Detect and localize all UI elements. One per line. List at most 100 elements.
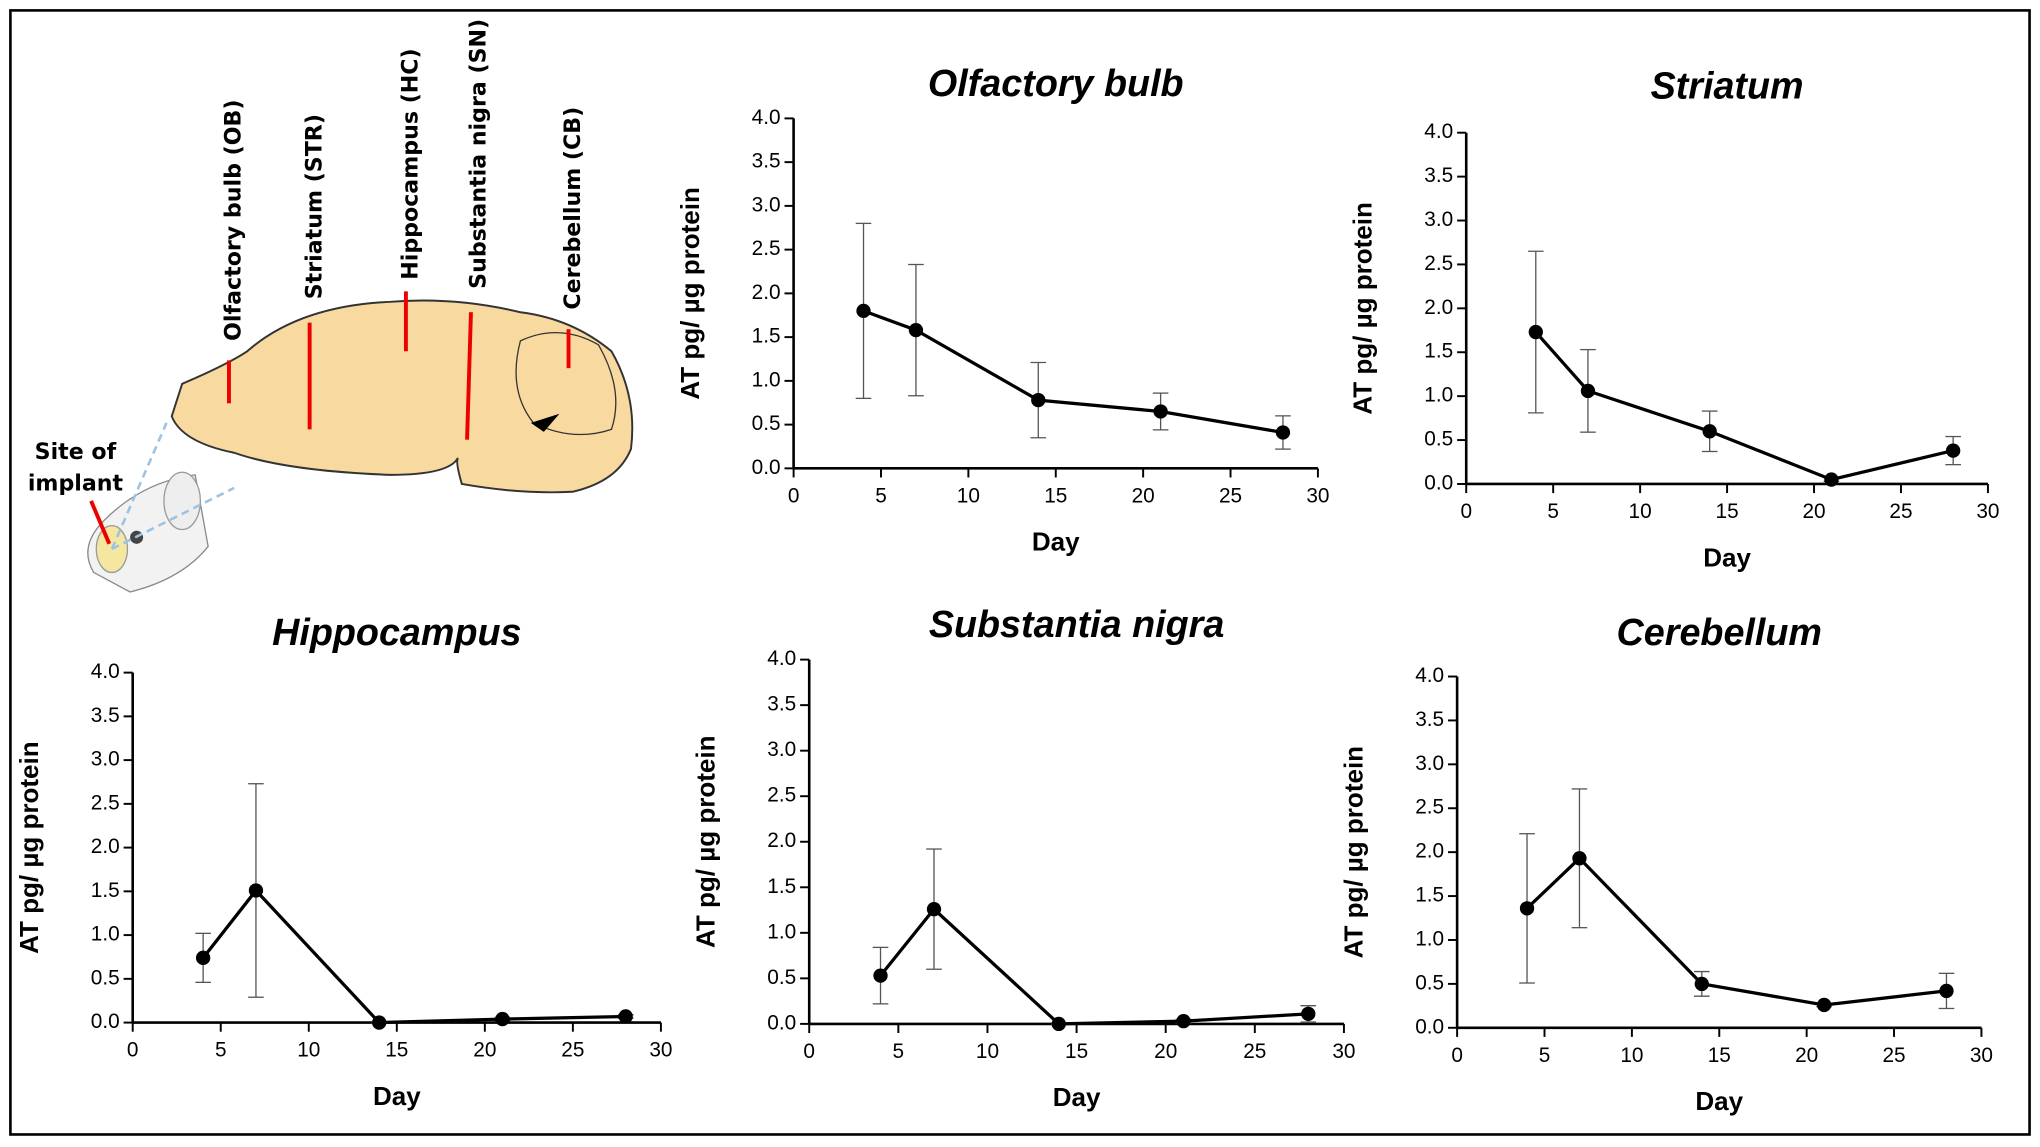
y-tick-label: 4.0 [767,647,796,670]
y-tick-label: 2.0 [752,281,781,304]
y-tick-label: 0.0 [767,1011,796,1034]
x-tick-label: 30 [1332,1040,1355,1063]
y-axis-label: AT pg/ µg protein [675,187,705,399]
data-point [1519,901,1535,916]
data-line [1534,330,1954,482]
data-point [372,1015,387,1030]
y-tick-label: 0.5 [1424,428,1453,451]
x-axis-label: Day [1053,1082,1101,1112]
brain-diagram [87,291,634,593]
y-tick-label: 2.5 [91,791,120,814]
chart-title: Substantia nigra [929,603,1225,645]
y-tick-label: 1.5 [752,325,781,348]
x-tick-label: 0 [1451,1044,1463,1067]
x-tick-label: 15 [1708,1044,1731,1067]
chart-title: Olfactory bulb [928,62,1184,104]
x-tick-label: 25 [561,1039,584,1062]
chart-title: Striatum [1651,64,1804,106]
y-tick-label: 0.5 [767,966,796,989]
x-tick-label: 10 [976,1040,999,1063]
mouse-ear [163,471,202,531]
x-tick-label: 5 [875,484,887,507]
y-tick-label: 1.0 [1415,927,1444,950]
data-point [1176,1013,1191,1029]
region-label: Cerebellum (CB) [560,107,586,310]
x-tick-label: 20 [1154,1040,1177,1063]
x-tick-label: 20 [1802,500,1825,523]
brain [170,299,634,494]
y-tick-label: 3.5 [752,150,781,173]
data-point [1275,425,1291,440]
x-axis-label: Day [373,1081,421,1111]
y-tick-label: 0.5 [1415,971,1444,994]
y-axis-label: AT pg/ µg protein [691,736,721,948]
y-tick-label: 1.5 [1424,340,1453,363]
implant-label: implant [28,470,124,496]
data-point [1572,851,1587,866]
x-tick-label: 5 [893,1040,905,1063]
x-tick-label: 25 [1882,1044,1905,1067]
y-tick-label: 3.0 [767,738,796,761]
x-tick-label: 10 [297,1039,320,1062]
data-point [908,322,924,338]
data-point [1939,983,1954,999]
data-point [1580,383,1596,399]
y-tick-label: 3.5 [767,693,796,716]
data-point [248,883,264,898]
x-tick-label: 10 [957,484,980,507]
x-tick-label: 10 [1629,500,1652,523]
y-tick-label: 3.0 [1424,208,1453,231]
y-tick-label: 3.0 [1415,752,1444,775]
data-point [618,1009,633,1024]
x-tick-label: 0 [788,484,800,507]
data-point [195,950,211,965]
data-point [1694,976,1709,992]
y-tick-label: 3.0 [91,748,120,771]
y-tick-label: 3.0 [752,193,781,216]
chart: Substantia nigra 0.0 0.5 1.0 1.5 2.0 2.5 3.0 3.5… [691,603,1356,1112]
x-tick-label: 30 [1970,1044,1993,1067]
region-label: Hippocampus (HC) [398,48,424,279]
y-tick-label: 1.5 [767,875,796,898]
y-tick-label: 0.0 [752,456,781,479]
data-line [879,906,1309,1026]
cerebellum-mark [530,413,560,432]
data-point [1051,1016,1066,1032]
y-tick-label: 2.0 [767,829,796,852]
chart: Cerebellum 0.0 0.5 1.0 1.5 2.0 2.5 3.0 3.5 4.0 0 5 1… [1339,611,1993,1116]
x-tick-label: 5 [1547,500,1559,523]
x-axis-label: Day [1695,1086,1743,1116]
implant-dashes [110,422,235,551]
x-tick-label: 5 [215,1039,227,1062]
chart: Olfactory bulb 0.0 0.5 1.0 1.5 2.0 2.5 3.0 3.5 4.… [675,62,1329,557]
y-axis-label: AT pg/ µg protein [14,741,44,953]
y-tick-label: 4.0 [752,106,781,129]
x-tick-label: 25 [1219,484,1242,507]
x-tick-label: 15 [1044,484,1067,507]
y-tick-label: 2.5 [1424,252,1453,275]
y-axis-label: AT pg/ µg protein [1348,202,1378,414]
x-axis-label: Day [1703,542,1751,572]
y-tick-label: 3.5 [1424,164,1453,187]
y-tick-label: 1.0 [767,920,796,943]
chart-title: Hippocampus [272,611,521,653]
data-point [1153,404,1168,419]
chart-title: Cerebellum [1617,611,1822,653]
y-tick-label: 1.0 [1424,384,1453,407]
data-point [1702,424,1717,439]
y-tick-label: 3.5 [91,704,120,727]
x-tick-label: 25 [1243,1040,1266,1063]
data-line [862,309,1284,435]
y-tick-label: 3.5 [1415,708,1444,731]
x-tick-label: 15 [385,1039,408,1062]
implant-label: Site of [35,439,117,465]
x-tick-label: 30 [1306,484,1329,507]
data-line [1525,856,1947,1007]
data-point [873,968,888,983]
x-tick-label: 0 [803,1040,815,1063]
data-point [1301,1006,1316,1022]
data-point [1816,997,1832,1013]
y-tick-label: 2.5 [767,784,796,807]
region-label: Striatum (STR) [301,114,327,299]
